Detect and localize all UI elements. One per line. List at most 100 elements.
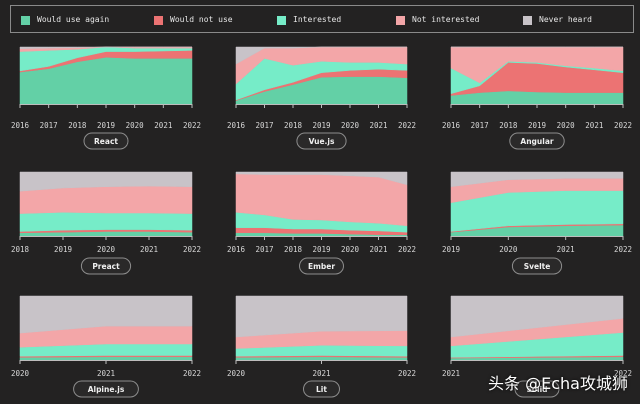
legend-item-interested[interactable]: Interested bbox=[277, 14, 341, 26]
legend-label: Not interested bbox=[412, 15, 480, 24]
area-interested bbox=[19, 212, 193, 232]
x-tick-label: 2016 bbox=[11, 121, 30, 130]
x-tick-label: 2017 bbox=[255, 245, 273, 254]
x-tick-label: 2019 bbox=[312, 245, 330, 254]
x-tick-label: 2021 bbox=[442, 369, 460, 378]
x-tick-label: 2020 bbox=[499, 245, 518, 254]
x-tick-label: 2018 bbox=[284, 121, 303, 130]
chart-ember: 2016 2017 2018 2019 2020 2021 2022 Ember bbox=[227, 171, 416, 275]
legend-label: Would not use bbox=[170, 15, 233, 24]
x-tick-label: 2021 bbox=[140, 245, 158, 254]
chart-title-pill[interactable]: Lit bbox=[303, 380, 340, 398]
area-never-heard bbox=[235, 171, 408, 186]
x-tick-label: 2021 bbox=[97, 369, 115, 378]
x-tick-label: 2020 bbox=[341, 121, 360, 130]
area-never-heard bbox=[450, 171, 624, 187]
x-tick-label: 2020 bbox=[97, 245, 116, 254]
x-tick-label: 2017 bbox=[40, 121, 58, 130]
x-tick-label: 2021 bbox=[369, 121, 387, 130]
chart-lit: 2020 2021 2022 Lit bbox=[227, 295, 416, 398]
x-tick-label: 2016 bbox=[227, 121, 246, 130]
legend-item-never-heard[interactable]: Never heard bbox=[523, 14, 592, 26]
x-tick-label: 2022 bbox=[614, 121, 632, 130]
chart-title-pill[interactable]: Alpine.js bbox=[73, 380, 139, 398]
x-tick-label: 2019 bbox=[442, 245, 460, 254]
x-tick-label: 2016 bbox=[227, 245, 246, 254]
x-tick-label: 2022 bbox=[183, 121, 201, 130]
area-never-heard bbox=[19, 171, 193, 192]
chart-react: 2016 2017 2018 2019 2020 2021 2022 React bbox=[11, 46, 201, 150]
legend-swatch bbox=[396, 15, 405, 25]
x-tick-label: 2019 bbox=[54, 245, 72, 254]
legend-label: Interested bbox=[293, 15, 342, 24]
x-tick-label: 2019 bbox=[312, 121, 330, 130]
x-tick-label: 2019 bbox=[97, 121, 115, 130]
x-tick-label: 2017 bbox=[255, 121, 273, 130]
x-tick-label: 2021 bbox=[369, 245, 387, 254]
area-never-heard bbox=[235, 46, 407, 65]
legend-item-not-interested[interactable]: Not interested bbox=[396, 14, 479, 26]
chart-title: Vue.js bbox=[309, 137, 335, 146]
area-never-heard bbox=[450, 295, 624, 338]
chart-title-pill[interactable]: Angular bbox=[509, 132, 565, 150]
x-tick-label: 2022 bbox=[614, 369, 632, 378]
chart-vue-js: 2016 2017 2018 2019 2020 2021 2022 Vue.js bbox=[227, 46, 416, 150]
x-tick-label: 2021 bbox=[154, 121, 172, 130]
x-tick-label: 2022 bbox=[183, 369, 201, 378]
x-tick-label: 2022 bbox=[398, 369, 416, 378]
chart-title-pill[interactable]: Ember bbox=[299, 257, 344, 275]
x-tick-label: 2016 bbox=[442, 121, 461, 130]
x-tick-label: 2021 bbox=[557, 245, 575, 254]
chart-title: Angular bbox=[520, 137, 553, 146]
legend-swatch bbox=[277, 15, 286, 25]
area-not-interested bbox=[19, 185, 193, 214]
x-tick-label: 2020 bbox=[11, 369, 30, 378]
legend-swatch bbox=[523, 15, 532, 25]
chart-title: Preact bbox=[92, 262, 120, 271]
chart-title: Solid bbox=[526, 385, 547, 394]
x-tick-label: 2022 bbox=[398, 121, 416, 130]
legend-label: Never heard bbox=[539, 15, 592, 24]
legend-label: Would use again bbox=[37, 15, 110, 24]
area-never-heard bbox=[235, 295, 408, 338]
chart-solid: 2021 2022 Solid bbox=[442, 295, 632, 398]
x-tick-label: 2022 bbox=[183, 245, 201, 254]
x-tick-label: 2020 bbox=[227, 369, 246, 378]
x-tick-label: 2020 bbox=[341, 245, 360, 254]
chart-title-pill[interactable]: Svelte bbox=[511, 257, 563, 275]
x-tick-label: 2022 bbox=[614, 245, 632, 254]
x-tick-label: 2021 bbox=[585, 121, 603, 130]
chart-svelte: 2019 2020 2021 2022 Svelte bbox=[442, 171, 632, 275]
chart-title-pill[interactable]: Solid bbox=[514, 380, 560, 398]
area-never-heard bbox=[19, 295, 193, 334]
x-tick-label: 2018 bbox=[68, 121, 87, 130]
chart-title-pill[interactable]: React bbox=[83, 132, 129, 150]
chart-title: Svelte bbox=[524, 262, 551, 271]
chart-preact: 2018 2019 2020 2021 2022 Preact bbox=[11, 171, 201, 275]
chart-title: Alpine.js bbox=[88, 385, 125, 394]
legend-swatch bbox=[154, 15, 163, 25]
x-tick-label: 2019 bbox=[528, 121, 546, 130]
chart-title-pill[interactable]: Preact bbox=[80, 257, 132, 275]
x-tick-label: 2017 bbox=[471, 121, 489, 130]
legend-swatch bbox=[21, 15, 30, 25]
chart-title: React bbox=[94, 137, 118, 146]
chart-title-pill[interactable]: Vue.js bbox=[296, 132, 347, 150]
watermark: 头条 @Echa攻城狮 bbox=[488, 374, 628, 393]
x-tick-label: 2021 bbox=[312, 369, 330, 378]
chart-title: Ember bbox=[308, 262, 335, 271]
x-tick-label: 2022 bbox=[398, 245, 416, 254]
x-tick-label: 2018 bbox=[284, 245, 303, 254]
x-tick-label: 2020 bbox=[126, 121, 145, 130]
x-tick-label: 2020 bbox=[557, 121, 576, 130]
chart-angular: 2016 2017 2018 2019 2020 2021 2022 Angular bbox=[442, 46, 632, 150]
x-tick-label: 2018 bbox=[11, 245, 30, 254]
legend: Would use again Would not use Interested No… bbox=[10, 5, 634, 33]
chart-title: Lit bbox=[316, 385, 327, 394]
legend-item-would-not-use[interactable]: Would not use bbox=[154, 14, 233, 26]
x-tick-label: 2018 bbox=[499, 121, 518, 130]
chart-alpine-js: 2020 2021 2022 Alpine.js bbox=[11, 295, 201, 398]
legend-item-would-use-again[interactable]: Would use again bbox=[21, 14, 109, 26]
area-never-heard bbox=[19, 46, 192, 49]
